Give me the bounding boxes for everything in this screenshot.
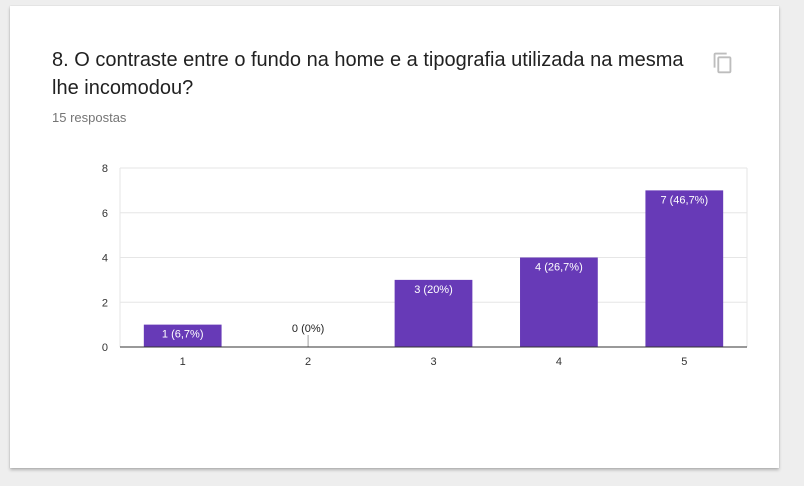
data-label: 0 (0%) — [292, 323, 324, 335]
bar — [143, 324, 222, 347]
x-tick-label: 2 — [305, 356, 311, 368]
y-tick-label: 2 — [102, 297, 108, 309]
y-tick-label: 4 — [102, 253, 108, 265]
copy-icon[interactable] — [710, 50, 738, 78]
bar — [394, 279, 473, 347]
data-label: 7 (46,7%) — [660, 194, 708, 206]
data-label: 1 (6,7%) — [162, 329, 204, 341]
x-tick-label: 3 — [430, 356, 436, 368]
bar-chart: 0 2 4 6 8 1 (6,7%) 1 0 (0%) 2 3 (20%) 3 4 (26,7%) 4 7… — [102, 163, 748, 368]
bar — [520, 257, 598, 347]
x-tick-label: 1 — [180, 356, 186, 368]
response-count: 15 respostas — [52, 110, 127, 125]
x-tick-label: 4 — [556, 356, 562, 368]
y-tick-label: 8 — [102, 163, 108, 175]
data-label: 4 (26,7%) — [535, 262, 583, 274]
x-tick-label: 5 — [681, 356, 687, 368]
y-tick-label: 0 — [102, 342, 108, 354]
question-card: 8. O contraste entre o fundo na home e a… — [10, 6, 779, 468]
question-title: 8. O contraste entre o fundo na home e a… — [52, 49, 684, 99]
data-label: 3 (20%) — [414, 284, 453, 296]
bar — [645, 190, 724, 347]
y-tick-label: 6 — [102, 208, 108, 220]
